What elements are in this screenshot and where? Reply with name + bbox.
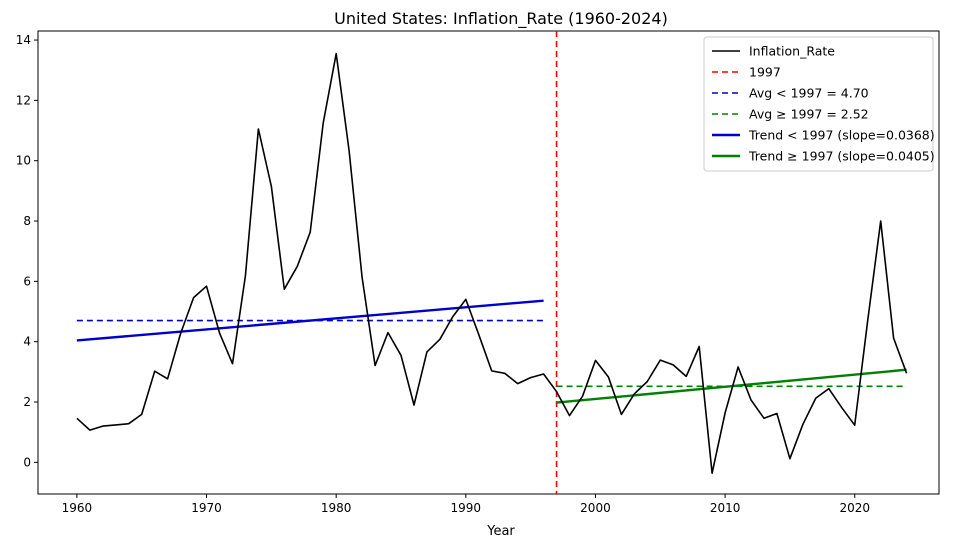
- y-tick-label: 14: [16, 33, 31, 47]
- legend-entry: Avg < 1997 = 4.70: [749, 86, 869, 101]
- x-axis-label: Year: [486, 524, 515, 539]
- x-tick-label: 2020: [839, 501, 870, 515]
- y-tick-label: 4: [23, 335, 31, 349]
- x-axis: 1960 1970 1980 1990 2000 2010 2020: [62, 494, 870, 515]
- x-tick-label: 2010: [710, 501, 741, 515]
- y-tick-label: 10: [16, 154, 31, 168]
- legend-entry: Avg ≥ 1997 = 2.52: [749, 107, 869, 122]
- x-tick-label: 1970: [191, 501, 222, 515]
- y-tick-label: 2: [23, 395, 31, 409]
- inflation-rate-line: [76, 52, 908, 475]
- x-tick-label: 1980: [321, 501, 352, 515]
- plot-area: [76, 31, 908, 494]
- y-tick-label: 6: [23, 274, 31, 288]
- y-tick-label: 12: [16, 93, 31, 107]
- legend-box: [703, 36, 934, 172]
- legend-entry: Inflation_Rate: [749, 44, 835, 59]
- legend-entry: Trend ≥ 1997 (slope=0.0405): [748, 149, 935, 164]
- x-tick-label: 2000: [580, 501, 611, 515]
- x-tick-label: 1960: [62, 501, 93, 515]
- legend-entry: Trend < 1997 (slope=0.0368): [748, 128, 935, 143]
- x-tick-label: 1990: [451, 501, 482, 515]
- legend: Inflation_Rate 1997 Avg < 1997 = 4.70 Avg ≥…: [703, 36, 935, 172]
- y-tick-label: 0: [23, 455, 31, 469]
- trend-line: [76, 299, 544, 342]
- chart-title: United States: Inflation_Rate (1960-2024…: [334, 9, 668, 29]
- plot-frame: [37, 30, 940, 495]
- y-axis: 0 2 4 6 8 10 12 14: [16, 33, 38, 469]
- y-tick-label: 8: [23, 214, 31, 228]
- legend-entry: 1997: [749, 65, 781, 80]
